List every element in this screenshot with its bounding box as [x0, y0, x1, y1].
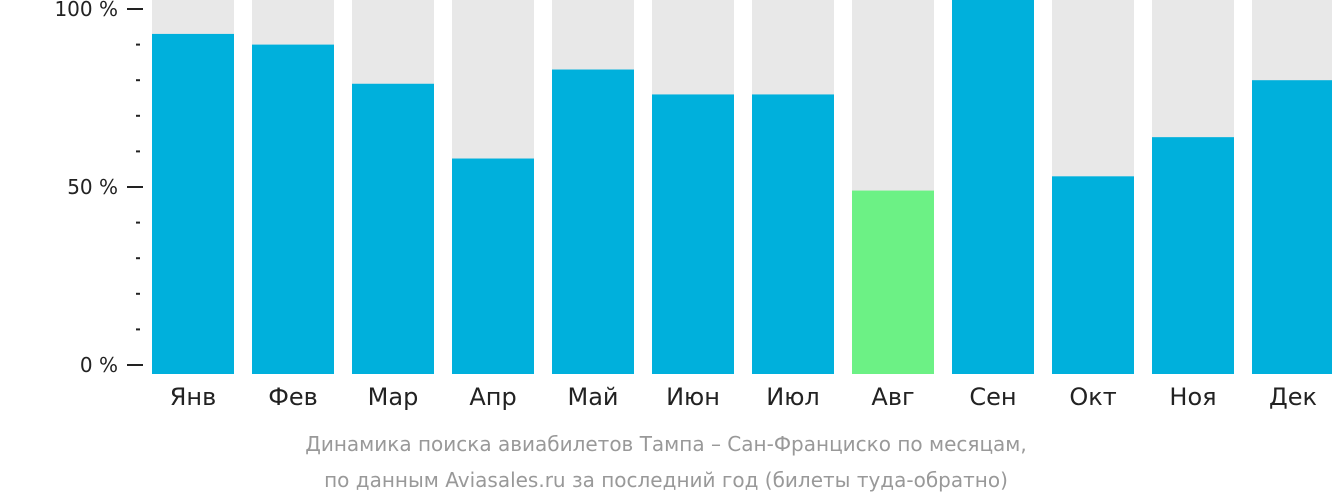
bar: [252, 44, 334, 374]
x-tick-label: Фев: [268, 383, 318, 411]
y-tick-label: 50 %: [67, 175, 118, 199]
chart-caption-line-2: по данным Aviasales.ru за последний год …: [324, 468, 1008, 492]
chart-caption-line-1: Динамика поиска авиабилетов Тампа – Сан-…: [305, 432, 1027, 456]
x-tick-label: Авг: [871, 383, 914, 411]
bar: [152, 33, 234, 375]
bar: [552, 69, 634, 375]
x-tick-label: Июл: [766, 383, 820, 411]
x-tick-label: Ноя: [1169, 383, 1216, 411]
y-tick-label: 100 %: [54, 0, 118, 21]
y-tick-label: 0 %: [80, 353, 118, 377]
bar: [652, 94, 734, 374]
bar: [752, 94, 834, 374]
x-tick-label: Апр: [469, 383, 516, 411]
bar: [1252, 80, 1332, 374]
bar: [352, 83, 434, 374]
x-tick-label: Сен: [969, 383, 1016, 411]
bar: [1152, 137, 1234, 374]
bar: [452, 158, 534, 374]
bar: [852, 190, 934, 374]
x-tick-label: Май: [567, 383, 618, 411]
x-tick-label: Янв: [170, 383, 217, 411]
x-tick-label: Окт: [1069, 383, 1116, 411]
x-tick-label: Мар: [368, 383, 419, 411]
bar: [1052, 176, 1134, 374]
x-tick-label: Июн: [666, 383, 720, 411]
x-tick-label: Дек: [1269, 383, 1317, 411]
bar: [952, 0, 1034, 374]
